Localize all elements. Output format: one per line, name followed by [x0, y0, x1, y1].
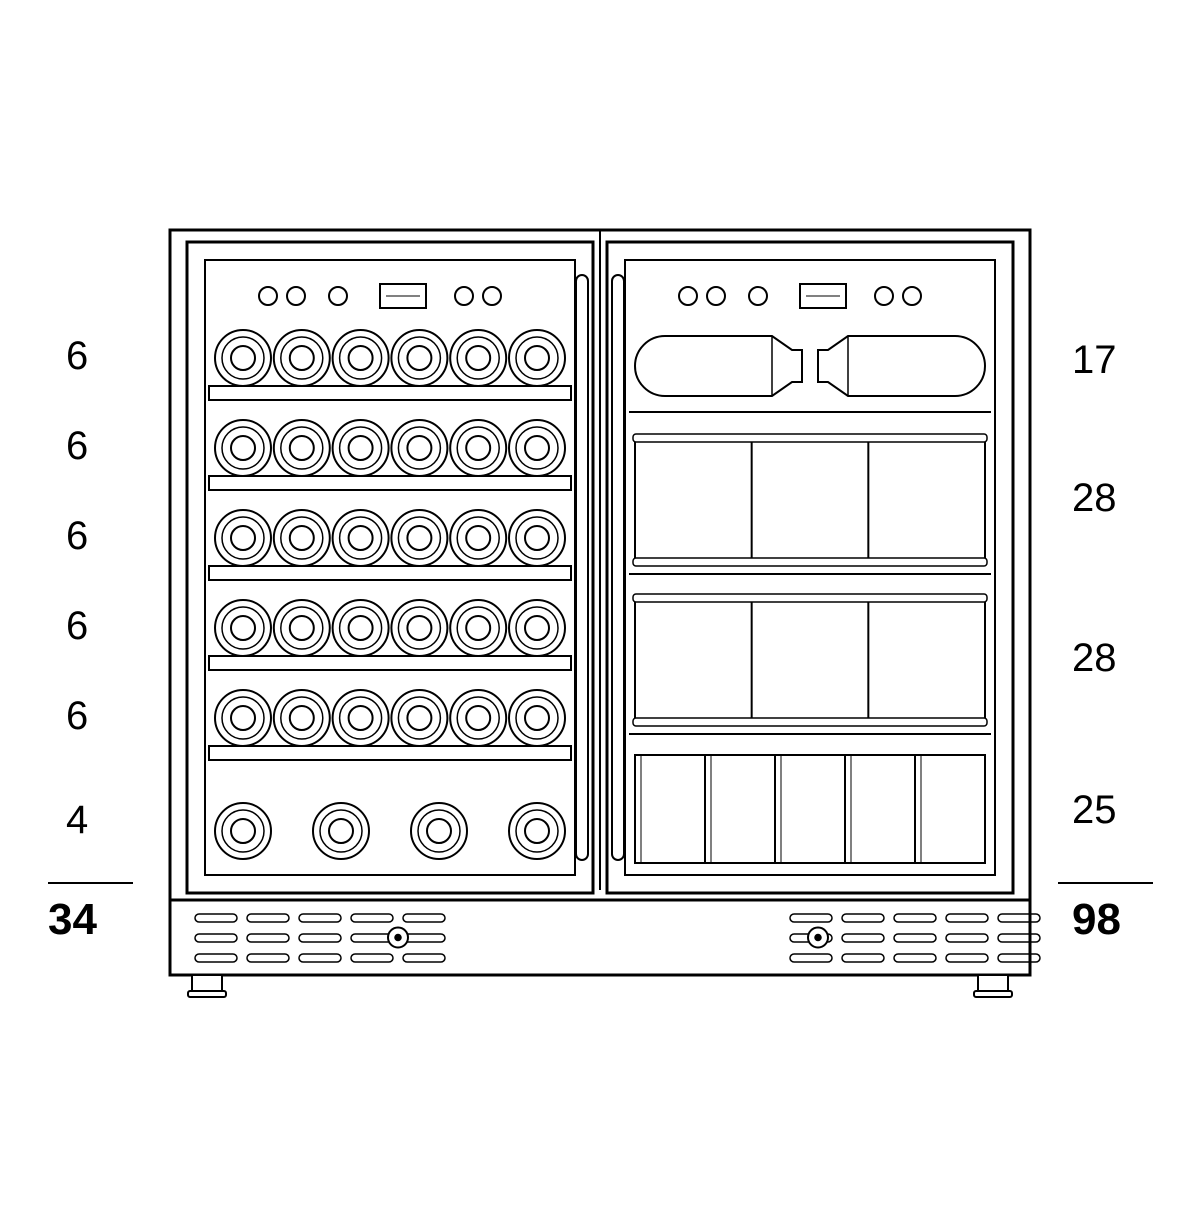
appliance-line-drawing: [0, 0, 1200, 1200]
diagram-canvas: 6 6 6 6 6 4 34 17 28 28 25 98: [0, 0, 1200, 1200]
right-row-label: 28: [1072, 478, 1117, 518]
left-row-label: 6: [66, 516, 88, 556]
right-total-rule: [1058, 882, 1153, 884]
left-total-label: 34: [48, 898, 97, 942]
left-row-label: 4: [66, 800, 88, 840]
left-total-rule: [48, 882, 133, 884]
left-row-label: 6: [66, 696, 88, 736]
right-row-label: 17: [1072, 340, 1117, 380]
left-row-label: 6: [66, 606, 88, 646]
left-row-label: 6: [66, 336, 88, 376]
right-total-label: 98: [1072, 898, 1121, 942]
right-row-label: 25: [1072, 790, 1117, 830]
left-row-label: 6: [66, 426, 88, 466]
right-row-label: 28: [1072, 638, 1117, 678]
